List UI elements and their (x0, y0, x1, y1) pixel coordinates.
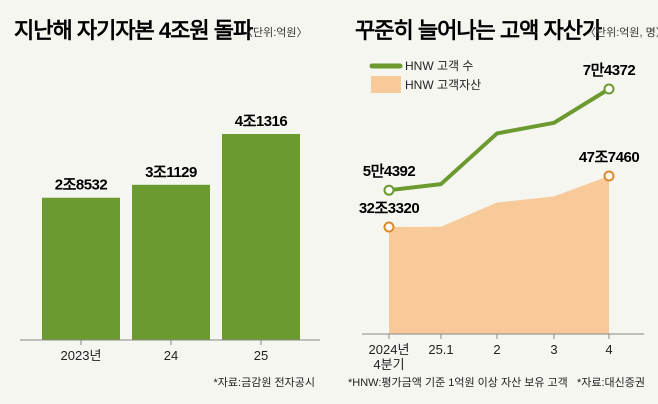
count-point-marker (383, 184, 395, 196)
count-point-marker (603, 83, 615, 95)
x-tick-label: 4 (605, 342, 612, 357)
customer-count-line (388, 87, 611, 193)
x-tick-label: 25.1 (428, 342, 453, 357)
legend-label-assets: HNW 고객자산 (405, 78, 481, 92)
x-tick-label: 4분기 (373, 357, 404, 372)
line-chart-source: *자료:대신증권 (577, 376, 645, 389)
line-chart-title: 꾸준히 늘어나는 고액 자산가 (355, 18, 602, 43)
count-value-label: 5만4392 (363, 163, 416, 180)
bar-value-label: 4조1316 (235, 113, 288, 130)
bar (42, 197, 120, 340)
bar-chart-source: *자료:금감원 전자공시 (214, 376, 315, 389)
assets-value-label: 32조3320 (359, 200, 420, 217)
x-tick-label: 25 (254, 348, 268, 363)
assets-point-marker (603, 170, 615, 182)
x-tick-label: 24 (164, 348, 178, 363)
x-tick-label: 3 (550, 342, 557, 357)
bar-chart-unit: 〈단위:억원〉 (242, 26, 308, 39)
legend-area-swatch (371, 76, 401, 93)
assets-area (389, 176, 609, 334)
hnw-definition-note: *HNW:평가금액 기준 1억원 이상 자산 보유 고객 (348, 376, 568, 389)
count-value-label: 7만4372 (583, 62, 636, 79)
bar (222, 134, 300, 340)
bar-value-label: 2조8532 (55, 177, 108, 194)
x-tick-label: 2024년 (369, 342, 410, 357)
bar-value-label: 3조1129 (145, 164, 197, 181)
assets-point-marker (383, 221, 395, 233)
bar (132, 184, 210, 340)
line-chart-unit: 〈단위:억원, 명〉 (585, 26, 658, 39)
bar-chart-title: 지난해 자기자본 4조원 돌파 (14, 18, 254, 43)
legend: HNW 고객 수 HNW 고객자산 (369, 59, 481, 93)
assets-value-label: 47조7460 (579, 149, 640, 166)
x-tick-label: 2 (493, 342, 500, 357)
legend-label-count: HNW 고객 수 (405, 59, 473, 73)
x-tick-label: 2023년 (61, 348, 102, 363)
